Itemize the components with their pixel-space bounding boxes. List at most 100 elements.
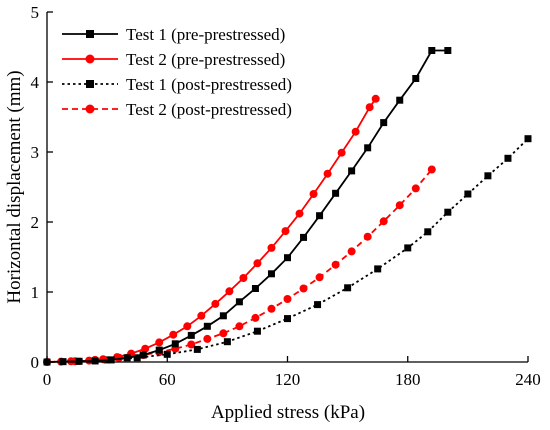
data-point xyxy=(284,254,291,262)
data-point xyxy=(239,274,248,282)
legend-marker xyxy=(85,104,95,114)
series-line xyxy=(46,168,433,363)
data-point xyxy=(267,304,276,313)
data-point xyxy=(281,227,290,236)
data-point xyxy=(251,313,260,322)
data-point xyxy=(75,357,83,365)
series-line xyxy=(46,138,529,363)
data-point xyxy=(348,167,356,175)
series-2 xyxy=(43,94,380,366)
legend-entry: Test 2 (post-prestressed) xyxy=(62,100,292,119)
data-point xyxy=(395,201,404,210)
data-point xyxy=(380,119,388,127)
data-point xyxy=(193,345,201,353)
data-point xyxy=(123,354,131,362)
data-point xyxy=(484,172,492,180)
data-point xyxy=(225,287,234,296)
y-axis-title: Horizontal displacement (mm) xyxy=(4,70,25,303)
legend: Test 1 (pre-prestressed) Test 2 (pre-pres… xyxy=(62,25,292,119)
data-point xyxy=(365,103,374,112)
data-point xyxy=(219,312,227,320)
data-point xyxy=(295,209,304,218)
data-point xyxy=(504,154,512,162)
data-point xyxy=(155,338,164,347)
data-point xyxy=(169,330,178,339)
data-point xyxy=(163,350,171,358)
data-point xyxy=(424,228,432,236)
y-tick-label: 3 xyxy=(31,143,40,162)
data-point xyxy=(427,165,436,174)
data-point xyxy=(379,217,388,226)
data-point xyxy=(374,265,382,273)
data-point xyxy=(314,301,322,309)
data-point xyxy=(139,351,147,359)
data-point xyxy=(223,338,231,346)
data-point xyxy=(171,340,179,348)
legend-label: Test 1 (post-prestressed) xyxy=(126,75,292,94)
data-point xyxy=(219,329,228,338)
legend-label: Test 2 (post-prestressed) xyxy=(126,100,292,119)
x-tick-label: 120 xyxy=(275,370,301,389)
data-point xyxy=(203,334,212,343)
data-point xyxy=(351,127,360,136)
data-point xyxy=(337,148,346,157)
x-tick-label: 60 xyxy=(159,370,176,389)
data-point xyxy=(141,344,150,353)
data-point xyxy=(235,298,243,306)
data-point xyxy=(309,190,318,198)
data-point xyxy=(197,311,206,320)
data-point xyxy=(253,327,261,335)
legend-entry: Test 2 (pre-prestressed) xyxy=(62,50,285,69)
data-point xyxy=(253,259,262,268)
series-3 xyxy=(43,135,532,366)
data-point xyxy=(283,295,292,303)
data-point xyxy=(464,190,472,198)
data-point xyxy=(316,212,324,220)
data-point xyxy=(155,346,163,354)
legend-marker xyxy=(85,54,95,64)
data-point xyxy=(251,285,259,292)
data-point xyxy=(444,47,452,54)
data-point xyxy=(315,273,324,282)
data-point xyxy=(363,232,372,241)
legend-label: Test 1 (pre-prestressed) xyxy=(126,25,285,44)
x-tick-label: 240 xyxy=(515,370,541,389)
data-point xyxy=(411,184,420,193)
legend-entry: Test 1 (pre-prestressed) xyxy=(62,25,285,44)
series-1 xyxy=(43,47,452,366)
data-point xyxy=(396,96,404,104)
legend-entry: Test 1 (post-prestressed) xyxy=(62,75,292,94)
axes: 0 60 120 180 240 0 1 2 3 4 5 xyxy=(31,3,541,389)
data-point xyxy=(371,94,380,103)
data-point xyxy=(267,270,275,278)
data-point xyxy=(344,284,352,292)
data-point xyxy=(284,315,291,323)
y-tick-label: 5 xyxy=(31,3,40,22)
data-point xyxy=(428,47,436,54)
legend-marker xyxy=(86,30,94,38)
data-point xyxy=(107,356,115,364)
data-point xyxy=(91,357,99,365)
y-tick-label: 1 xyxy=(31,283,40,302)
y-tick-label: 4 xyxy=(31,73,40,92)
data-point xyxy=(524,135,532,143)
data-point xyxy=(187,331,195,339)
y-tick-label: 2 xyxy=(31,213,40,232)
data-point xyxy=(347,247,356,256)
x-tick-label: 0 xyxy=(43,370,52,389)
y-tick-label: 0 xyxy=(31,353,40,372)
data-point xyxy=(211,299,220,308)
data-point xyxy=(267,243,276,252)
data-point xyxy=(404,244,412,252)
data-point xyxy=(133,354,141,362)
plot-area xyxy=(43,47,532,366)
data-point xyxy=(187,340,196,349)
data-point xyxy=(412,75,420,82)
x-tick-label: 180 xyxy=(395,370,421,389)
data-point xyxy=(299,284,308,293)
x-axis-title: Applied stress (kPa) xyxy=(211,402,365,423)
data-point xyxy=(183,322,192,331)
series-line xyxy=(46,98,377,363)
data-point xyxy=(364,144,372,152)
